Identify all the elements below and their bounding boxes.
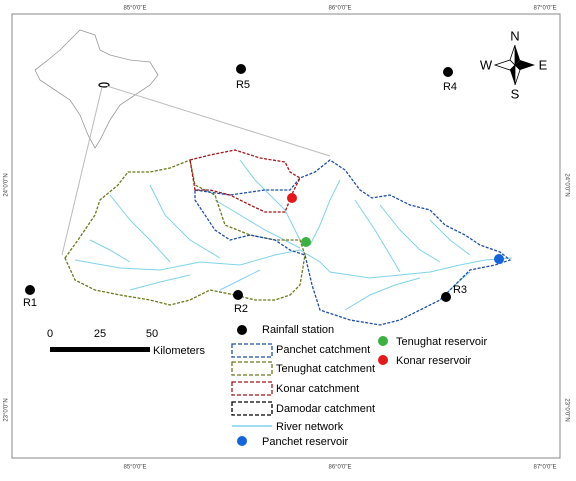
compass-label: S <box>511 86 520 101</box>
lon-label: 87°0'0"E <box>533 465 556 471</box>
station-label: R4 <box>443 81 457 93</box>
compass-label: N <box>510 28 519 43</box>
rainfall-station <box>441 292 451 302</box>
legend-symbol <box>231 343 273 358</box>
rainfall-station <box>443 67 453 77</box>
legend-symbol <box>231 401 273 416</box>
lat-label: 24°0'0"N <box>563 173 569 196</box>
lon-label: 85°0'0"E <box>123 6 146 12</box>
inset-map <box>34 29 159 149</box>
legend-symbol <box>231 361 273 376</box>
lon-label: 85°0'0"E <box>123 465 146 471</box>
station-label: R3 <box>453 284 467 296</box>
rainfall-station <box>233 290 243 300</box>
legend-label: Rainfall station <box>262 324 334 336</box>
legend-symbol <box>237 325 247 335</box>
compass-label: W <box>480 57 493 72</box>
panchet-catchment <box>194 159 512 326</box>
konar-reservoir <box>287 193 297 203</box>
scale-bar <box>50 347 150 352</box>
scale-tick: 50 <box>146 328 158 340</box>
station-label: R5 <box>236 79 250 91</box>
tenughat-reservoir <box>301 237 311 247</box>
legend-symbol <box>378 336 388 346</box>
lon-label: 87°0'0"E <box>533 6 556 12</box>
panchet-reservoir <box>494 254 504 264</box>
station-label: R1 <box>23 297 37 309</box>
legend-label: Damodar catchment <box>276 403 375 415</box>
scale-unit: Kilometers <box>153 345 205 357</box>
legend-label: Tenughat catchment <box>276 363 375 375</box>
scale-tick: 25 <box>94 328 106 340</box>
tenughat-catchment <box>64 159 306 306</box>
legend-symbol <box>378 355 388 365</box>
legend-symbol <box>231 381 273 396</box>
lon-label: 86°0'0"E <box>328 6 351 12</box>
legend-label: Konar reservoir <box>396 355 472 367</box>
legend-label: Tenughat reservoir <box>396 336 487 348</box>
compass: N E S W <box>480 28 548 101</box>
legend-label: River network <box>276 421 344 433</box>
legend-symbol <box>237 436 247 446</box>
compass-label: E <box>539 57 548 72</box>
legend-label: Panchet reservoir <box>262 436 349 448</box>
legend-label: Konar catchment <box>276 383 359 395</box>
inset-connector <box>106 85 331 157</box>
inset-connector <box>61 86 103 256</box>
lat-label: 23°0'0"N <box>563 398 569 421</box>
scale-tick: 0 <box>47 328 53 340</box>
lon-label: 86°0'0"E <box>328 465 351 471</box>
station-label: R2 <box>234 303 248 315</box>
inset-highlight <box>98 82 110 88</box>
lat-label: 24°0'0"N <box>4 173 10 196</box>
lat-label: 23°0'0"N <box>4 398 10 421</box>
legend-label: Panchet catchment <box>276 344 370 356</box>
rainfall-station <box>236 64 246 74</box>
rainfall-station <box>25 285 35 295</box>
